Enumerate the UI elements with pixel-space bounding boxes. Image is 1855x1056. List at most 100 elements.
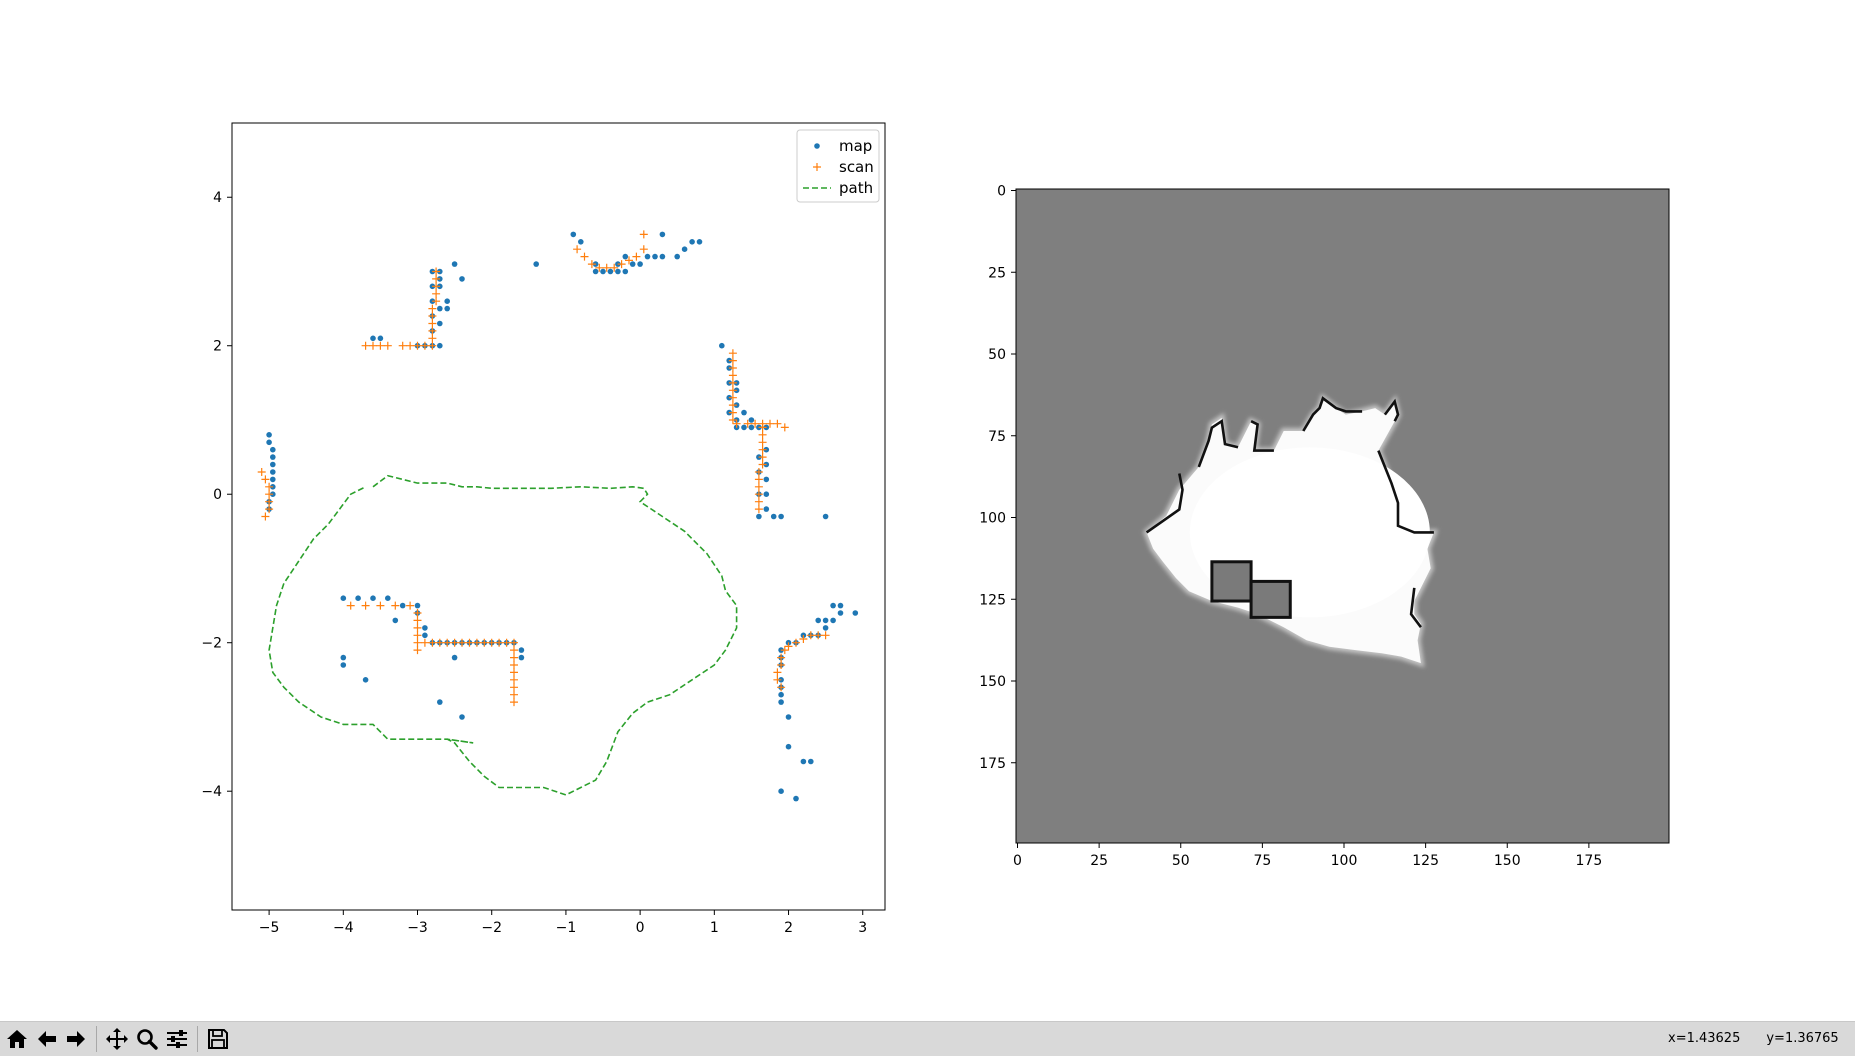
home-icon (7, 1030, 27, 1048)
scan-point (369, 341, 377, 350)
map-point (518, 654, 525, 661)
map-point (451, 261, 458, 267)
map-point (822, 513, 829, 520)
map-point (459, 276, 465, 282)
legend-label-path: path (839, 179, 873, 197)
map-point (266, 439, 272, 446)
scatter-plot-area[interactable] (232, 123, 885, 910)
map-point (444, 305, 451, 312)
scan-point (428, 326, 437, 335)
scan-point (428, 638, 437, 647)
scan-point (751, 419, 760, 428)
map-point (822, 617, 829, 624)
scan-point (758, 438, 767, 447)
scan-point (773, 419, 782, 428)
map-point (681, 246, 688, 252)
y-tick-label: 125 (979, 592, 1006, 608)
map-point (607, 268, 614, 275)
scan-point (602, 263, 611, 272)
map-point (444, 298, 451, 305)
y-tick-label: 100 (979, 511, 1006, 527)
x-tick-label: 1 (710, 920, 719, 936)
map-point (270, 454, 276, 460)
map-point (270, 476, 276, 483)
y-tick-label: 4 (213, 190, 222, 206)
map-point (741, 424, 747, 431)
occupancy-grid-axes[interactable]: 0 25 50 75 100 125 150 175 0 25 50 75 100 125 150 175 (979, 184, 1670, 870)
forward-button[interactable] (63, 1026, 89, 1052)
y-tick-label: 50 (988, 347, 1006, 363)
y-tick-label: 175 (979, 756, 1006, 772)
map-point (822, 625, 829, 631)
scan-point (265, 482, 274, 491)
occupied-wall (1377, 450, 1434, 534)
scan-point (413, 638, 422, 647)
scan-point (728, 401, 737, 410)
map-point (622, 253, 629, 260)
scan-point (587, 260, 596, 269)
map-point (674, 253, 680, 260)
scan-point (510, 661, 518, 669)
scan-point (580, 252, 589, 261)
occupied-wall (1197, 418, 1239, 468)
scan-point (432, 282, 441, 291)
cursor-x-readout: x=1.43625 (1668, 1031, 1741, 1046)
map-point (622, 268, 629, 275)
scan-point (728, 386, 737, 395)
scan-point (728, 378, 737, 387)
scan-point (799, 635, 808, 643)
map-point (629, 261, 636, 267)
x-tick-label: 125 (1412, 853, 1439, 869)
map-point (437, 342, 443, 349)
y-tick-label: 2 (213, 339, 222, 355)
scan-point (510, 653, 518, 662)
y-tick-label: 150 (979, 674, 1006, 690)
figure-canvas[interactable]: −5 −4 −3 −2 −1 0 1 2 3 4 2 0 −2 −4 map scan path 0 2 (0, 0, 1855, 1021)
scan-point (413, 609, 422, 617)
scan-point (777, 661, 786, 669)
scatter-plot-axes[interactable]: −5 −4 −3 −2 −1 0 1 2 3 4 2 0 −2 −4 map scan path (201, 122, 886, 936)
map-point (437, 305, 443, 312)
home-button[interactable] (4, 1026, 30, 1052)
configure-button[interactable] (164, 1026, 190, 1052)
map-point (437, 699, 443, 705)
scan-point (728, 356, 737, 365)
scan-point (510, 690, 518, 699)
pan-button[interactable] (104, 1026, 130, 1052)
map-point (763, 506, 770, 512)
back-button[interactable] (34, 1026, 60, 1052)
scan-point (428, 304, 437, 313)
scan-point (728, 416, 737, 424)
scan-point (420, 341, 429, 350)
scan-point (376, 341, 385, 350)
x-tick-label: −2 (481, 920, 502, 936)
occupied-wall (1250, 420, 1274, 452)
scan-point (758, 430, 767, 439)
y-tick-label: 0 (997, 184, 1006, 200)
legend-label-map: map (839, 137, 872, 155)
scan-point (821, 631, 830, 640)
map-point (748, 424, 755, 431)
zoom-button[interactable] (134, 1026, 160, 1052)
map-point (370, 595, 376, 601)
scan-point (754, 497, 763, 506)
scan-point (361, 601, 370, 610)
scan-point (428, 334, 437, 343)
map-point (637, 261, 643, 267)
scan-point (465, 638, 474, 647)
scan-point (754, 475, 763, 484)
scan-point (346, 601, 355, 610)
scatter-plot-series-layer (257, 230, 859, 802)
map-point (615, 268, 621, 275)
scan-point (595, 263, 604, 272)
map-point (652, 253, 658, 260)
scan-point (573, 245, 582, 254)
x-tick-label: 0 (636, 920, 645, 936)
map-point (399, 602, 406, 609)
back-arrow-icon (38, 1031, 56, 1047)
scan-point (265, 497, 274, 506)
save-button[interactable] (205, 1026, 231, 1052)
map-point (837, 602, 844, 609)
map-point (852, 610, 859, 616)
scan-point (639, 245, 648, 254)
